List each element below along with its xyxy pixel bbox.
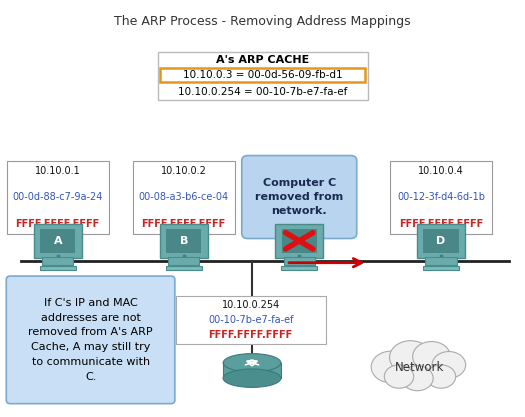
FancyBboxPatch shape (160, 224, 208, 258)
FancyBboxPatch shape (34, 224, 82, 258)
FancyBboxPatch shape (390, 161, 492, 234)
FancyBboxPatch shape (423, 266, 459, 270)
FancyBboxPatch shape (281, 229, 317, 253)
Text: If C's IP and MAC
addresses are not
removed from A's ARP
Cache, A may still try
: If C's IP and MAC addresses are not remo… (28, 298, 153, 382)
Circle shape (432, 352, 466, 378)
FancyBboxPatch shape (166, 229, 202, 253)
Circle shape (426, 365, 456, 388)
Text: 10.10.0.1: 10.10.0.1 (35, 166, 81, 176)
FancyBboxPatch shape (40, 229, 76, 253)
Text: FFFF.FFFF.FFFF: FFFF.FFFF.FFFF (16, 219, 100, 229)
Circle shape (390, 341, 432, 374)
FancyBboxPatch shape (423, 229, 459, 253)
FancyBboxPatch shape (42, 257, 74, 265)
Text: 10.10.0.254: 10.10.0.254 (222, 300, 280, 310)
Circle shape (413, 342, 450, 372)
Circle shape (402, 366, 433, 391)
Text: 10.10.0.4: 10.10.0.4 (418, 166, 464, 176)
FancyBboxPatch shape (284, 257, 315, 265)
Text: Computer C
removed from
network.: Computer C removed from network. (255, 178, 343, 216)
FancyBboxPatch shape (223, 363, 281, 378)
Text: 00-10-7b-e7-fa-ef: 00-10-7b-e7-fa-ef (208, 315, 293, 325)
Text: Network: Network (395, 361, 445, 374)
Text: 10.10.0.254 = 00-10-7b-e7-fa-ef: 10.10.0.254 = 00-10-7b-e7-fa-ef (178, 87, 347, 97)
Text: The ARP Process - Removing Address Mappings: The ARP Process - Removing Address Mappi… (114, 15, 411, 28)
FancyBboxPatch shape (281, 266, 317, 270)
FancyBboxPatch shape (275, 224, 323, 258)
Polygon shape (292, 232, 307, 252)
Text: 00-0d-88-c7-9a-24: 00-0d-88-c7-9a-24 (13, 192, 103, 202)
Text: B: B (180, 236, 188, 246)
FancyBboxPatch shape (168, 257, 200, 265)
FancyBboxPatch shape (417, 224, 465, 258)
FancyBboxPatch shape (425, 257, 457, 265)
Text: FFFF.FFFF.FFFF: FFFF.FFFF.FFFF (208, 330, 293, 340)
FancyBboxPatch shape (242, 156, 356, 239)
FancyBboxPatch shape (132, 161, 235, 234)
Text: FFFF.FFFF.FFFF: FFFF.FFFF.FFFF (142, 219, 226, 229)
FancyBboxPatch shape (166, 266, 202, 270)
Text: A's ARP CACHE: A's ARP CACHE (216, 55, 309, 65)
Text: FFFF.FFFF.FFFF: FFFF.FFFF.FFFF (399, 219, 483, 229)
Text: A: A (54, 236, 62, 246)
Text: 00-08-a3-b6-ce-04: 00-08-a3-b6-ce-04 (139, 192, 229, 202)
Text: 00-12-3f-d4-6d-1b: 00-12-3f-d4-6d-1b (397, 192, 485, 202)
Ellipse shape (223, 354, 281, 372)
FancyBboxPatch shape (6, 276, 175, 404)
Text: D: D (436, 236, 446, 246)
FancyBboxPatch shape (176, 296, 326, 344)
FancyBboxPatch shape (40, 266, 76, 270)
Circle shape (384, 365, 414, 388)
FancyBboxPatch shape (6, 161, 109, 234)
Ellipse shape (223, 369, 281, 387)
FancyBboxPatch shape (160, 68, 365, 82)
FancyBboxPatch shape (158, 52, 368, 100)
Text: 10.10.0.3 = 00-0d-56-09-fb-d1: 10.10.0.3 = 00-0d-56-09-fb-d1 (183, 70, 342, 80)
Text: 10.10.0.2: 10.10.0.2 (161, 166, 207, 176)
Circle shape (371, 351, 411, 383)
